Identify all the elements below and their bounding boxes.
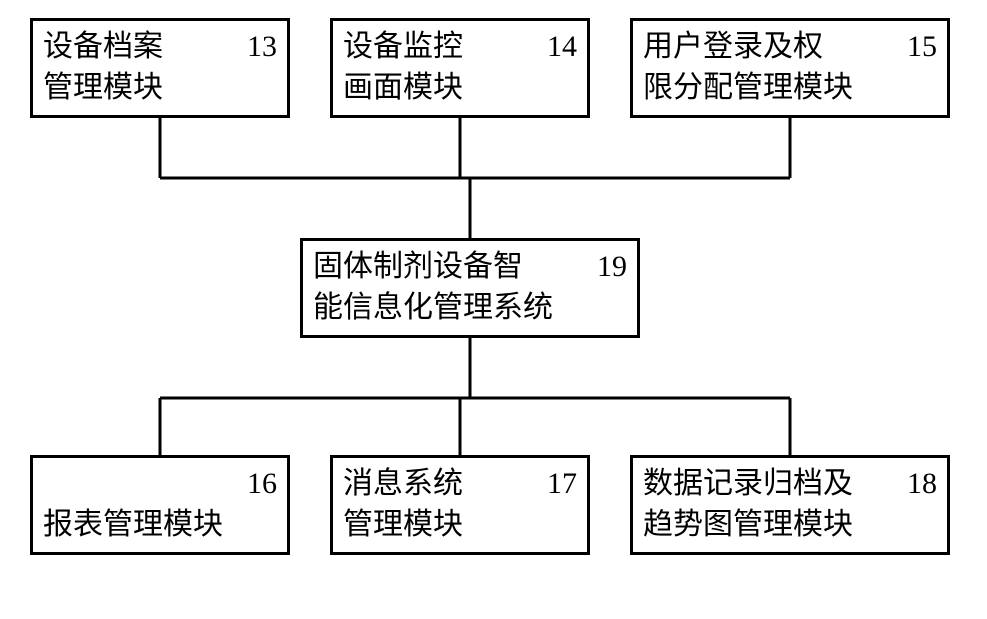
node-line1: 设备监控 bbox=[343, 30, 463, 63]
node-line2: 趋势图管理模块 bbox=[643, 508, 853, 541]
node-number: 15 bbox=[907, 27, 937, 68]
node-line2: 限分配管理模块 bbox=[643, 71, 853, 104]
node-line1: 固体制剂设备智 bbox=[313, 250, 523, 283]
node-number: 19 bbox=[597, 247, 627, 288]
node-line2: 报表管理模块 bbox=[43, 508, 223, 541]
node-number: 16 bbox=[247, 464, 277, 505]
node-line2: 能信息化管理系统 bbox=[313, 291, 553, 324]
node-line1: 用户登录及权 bbox=[643, 30, 823, 63]
node-user-login-permission: 15 用户登录及权 限分配管理模块 bbox=[630, 18, 950, 118]
node-line2: 管理模块 bbox=[343, 508, 463, 541]
node-line1: 设备档案 bbox=[43, 30, 163, 63]
node-message-system-mgmt: 17 消息系统 管理模块 bbox=[330, 455, 590, 555]
node-line1: 数据记录归档及 bbox=[643, 467, 853, 500]
node-device-monitor-screen: 14 设备监控 画面模块 bbox=[330, 18, 590, 118]
node-report-mgmt: 16 报表管理模块 bbox=[30, 455, 290, 555]
node-number: 13 bbox=[247, 27, 277, 68]
node-data-archive-trend: 18 数据记录归档及 趋势图管理模块 bbox=[630, 455, 950, 555]
node-device-archive-mgmt: 13 设备档案 管理模块 bbox=[30, 18, 290, 118]
node-central-system: 19 固体制剂设备智 能信息化管理系统 bbox=[300, 238, 640, 338]
node-number: 14 bbox=[547, 27, 577, 68]
node-number: 17 bbox=[547, 464, 577, 505]
node-line2: 管理模块 bbox=[43, 71, 163, 104]
node-number: 18 bbox=[907, 464, 937, 505]
node-line1: 消息系统 bbox=[343, 467, 463, 500]
node-line2: 画面模块 bbox=[343, 71, 463, 104]
